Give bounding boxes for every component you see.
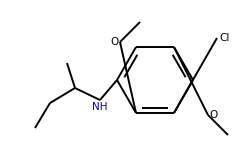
Text: Cl: Cl (219, 33, 229, 43)
Text: O: O (111, 37, 119, 47)
Text: O: O (209, 110, 217, 120)
Text: NH: NH (92, 102, 108, 112)
